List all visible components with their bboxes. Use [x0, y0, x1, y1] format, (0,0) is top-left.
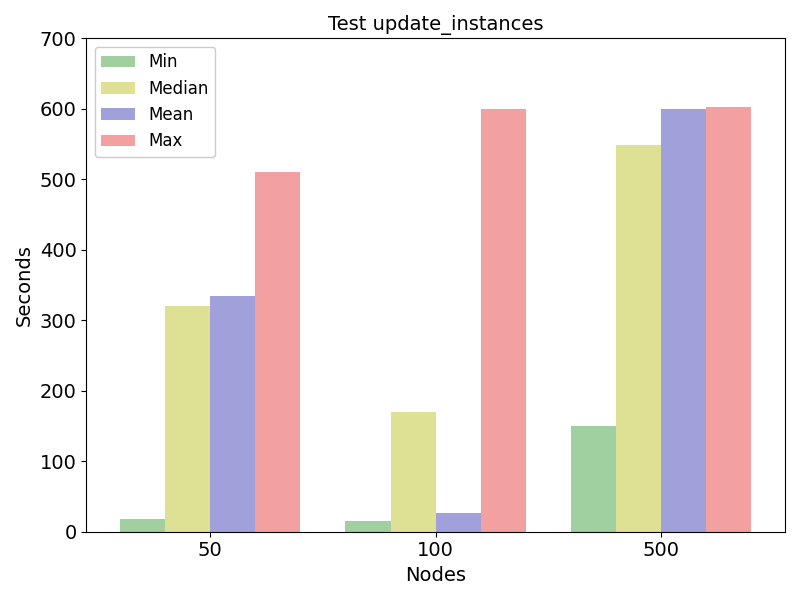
- Bar: [571, 426, 616, 532]
- Bar: [210, 296, 255, 532]
- Bar: [390, 412, 436, 532]
- Bar: [165, 306, 210, 532]
- Title: Test update_instances: Test update_instances: [328, 15, 543, 35]
- Legend: Min, Median, Mean, Max: Min, Median, Mean, Max: [94, 47, 215, 157]
- X-axis label: Nodes: Nodes: [405, 566, 466, 585]
- Bar: [616, 145, 661, 532]
- Bar: [481, 109, 526, 532]
- Bar: [661, 109, 706, 532]
- Bar: [436, 512, 481, 532]
- Bar: [346, 521, 390, 532]
- Bar: [706, 107, 751, 532]
- Bar: [255, 172, 301, 532]
- Y-axis label: Seconds: Seconds: [15, 244, 34, 326]
- Bar: [120, 519, 165, 532]
